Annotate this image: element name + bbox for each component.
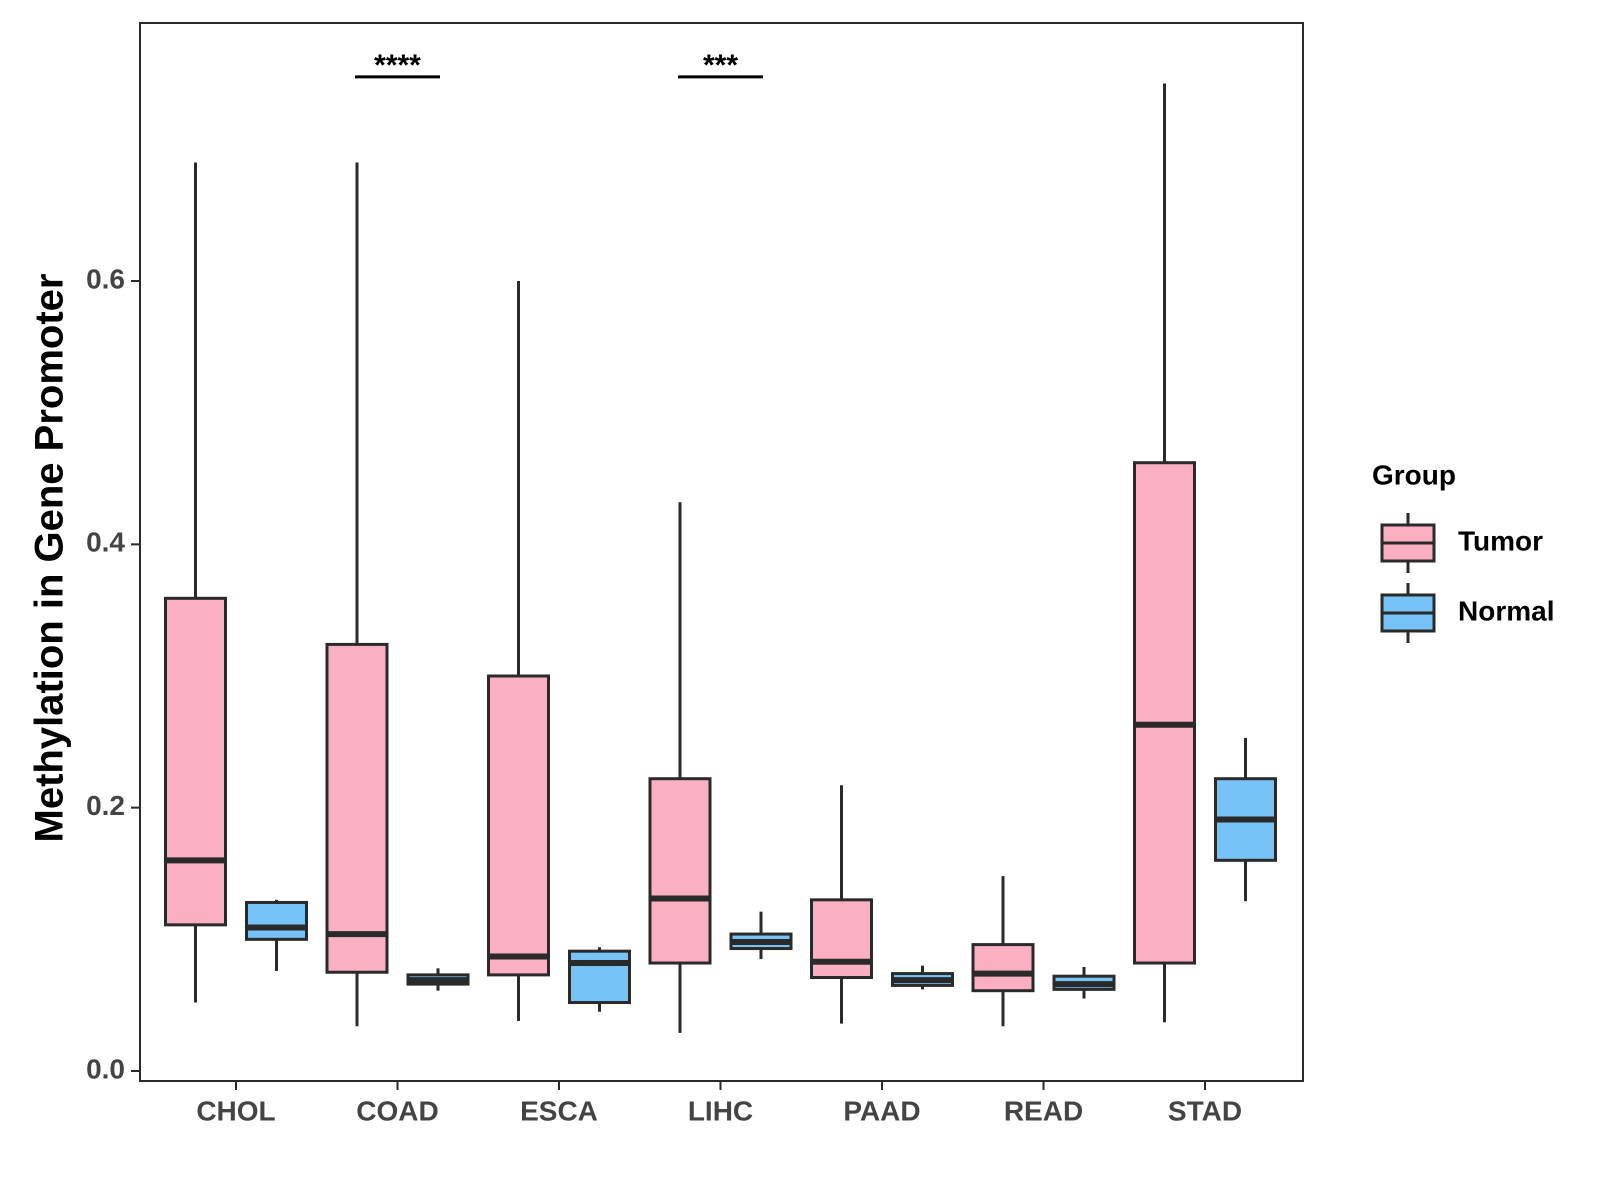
significance-label: *** — [703, 49, 738, 82]
box-normal-paad — [891, 965, 954, 990]
box-normal-stad — [1214, 737, 1277, 902]
legend-label-tumor: Tumor — [1458, 525, 1543, 556]
y-tick-label: 0.2 — [86, 790, 125, 821]
box-normal-read — [1052, 966, 1116, 999]
box-body — [487, 674, 550, 977]
box-tumor-coad — [325, 162, 389, 1027]
y-axis-title: Methylation in Gene Promoter — [28, 274, 72, 843]
box-body — [971, 943, 1035, 993]
box-normal-esca — [568, 947, 631, 1012]
box-body — [325, 642, 389, 974]
y-tick-label: 0.4 — [86, 527, 125, 558]
x-tick-label-paad: PAAD — [843, 1095, 920, 1126]
legend: Group Tumor Normal — [1372, 459, 1554, 643]
box-tumor-chol — [164, 162, 227, 1003]
box-body — [810, 898, 873, 980]
box-normal-chol — [245, 899, 308, 971]
box-series — [164, 83, 1277, 1033]
box-body — [568, 949, 631, 1005]
box-body — [1133, 461, 1196, 965]
box-tumor-stad — [1133, 83, 1196, 1023]
box-body — [245, 900, 308, 941]
plot-panel-border — [139, 22, 1304, 1082]
legend-key-tumor: Tumor — [1380, 513, 1543, 573]
x-tick-label-lihc: LIHC — [688, 1095, 753, 1126]
x-tick-label-read: READ — [1004, 1095, 1083, 1126]
significance-coad: **** — [355, 49, 440, 82]
box-tumor-lihc — [648, 502, 712, 1033]
box-tumor-paad — [810, 785, 873, 1024]
legend-title: Group — [1372, 459, 1456, 490]
legend-key-normal: Normal — [1380, 583, 1554, 643]
x-tick-label-esca: ESCA — [520, 1095, 598, 1126]
x-tick-label-chol: CHOL — [196, 1095, 275, 1126]
x-axis: CHOL COAD ESCA LIHC PAAD READ STAD — [196, 1081, 1242, 1126]
y-axis: 0.0 0.2 0.4 0.6 — [86, 263, 140, 1084]
x-tick-label-coad: COAD — [356, 1095, 438, 1126]
x-tick-label-stad: STAD — [1168, 1095, 1242, 1126]
box-tumor-read — [971, 876, 1035, 1027]
box-tumor-esca — [487, 280, 550, 1021]
significance-lihc: *** — [678, 49, 763, 82]
box-body — [164, 596, 227, 927]
y-tick-label: 0.6 — [86, 263, 125, 294]
box-normal-coad — [406, 968, 470, 991]
significance-annotations: **** *** — [355, 49, 763, 82]
box-normal-lihc — [729, 911, 793, 960]
legend-label-normal: Normal — [1458, 595, 1554, 626]
box-body — [648, 777, 712, 965]
significance-label: **** — [374, 49, 421, 82]
y-tick-label: 0.0 — [86, 1053, 125, 1084]
